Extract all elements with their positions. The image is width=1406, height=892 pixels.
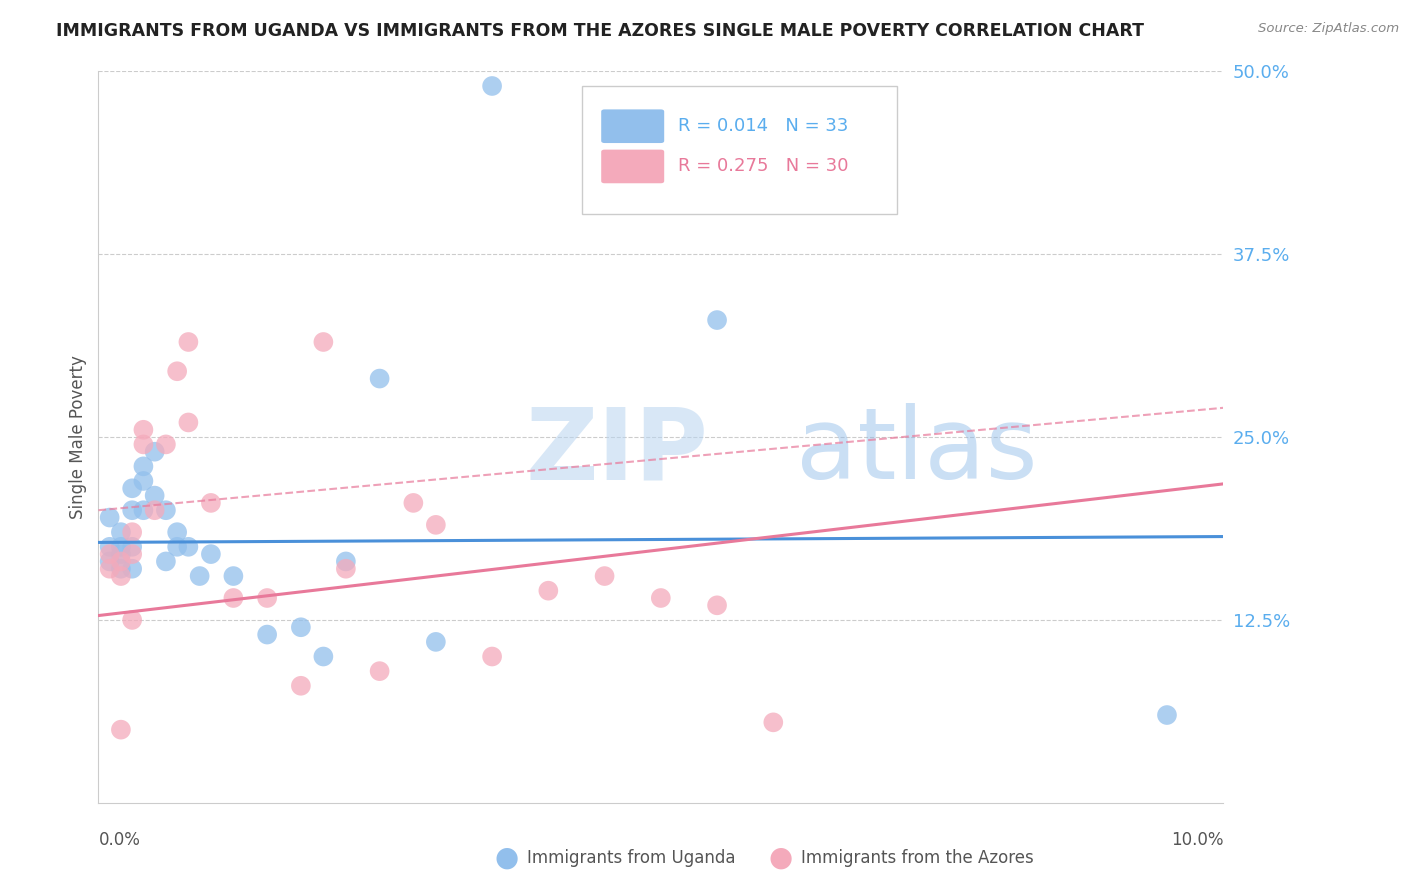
Text: ●: ● [768, 844, 793, 872]
Point [335, 562, 357, 576]
Point [481, 649, 503, 664]
Point [166, 540, 188, 554]
Text: 10.0%: 10.0% [1171, 830, 1223, 848]
Point [110, 562, 132, 576]
Point [98, 540, 121, 554]
FancyBboxPatch shape [582, 86, 897, 214]
Point [155, 554, 177, 568]
Point [121, 481, 143, 495]
Text: R = 0.014   N = 33: R = 0.014 N = 33 [678, 117, 848, 136]
Point [537, 583, 560, 598]
Point [98, 562, 121, 576]
Point [121, 613, 143, 627]
Text: Immigrants from the Azores: Immigrants from the Azores [801, 849, 1035, 867]
Text: 0.0%: 0.0% [98, 830, 141, 848]
Point [155, 503, 177, 517]
Point [110, 723, 132, 737]
Point [110, 525, 132, 540]
Point [368, 371, 391, 385]
Point [222, 591, 245, 605]
Point [177, 334, 200, 349]
Text: R = 0.275   N = 30: R = 0.275 N = 30 [678, 158, 848, 176]
Point [121, 540, 143, 554]
Point [335, 554, 357, 568]
Point [368, 664, 391, 678]
Point [166, 364, 188, 378]
Point [132, 437, 155, 451]
Point [132, 503, 155, 517]
Point [110, 554, 132, 568]
Point [290, 679, 312, 693]
Text: IMMIGRANTS FROM UGANDA VS IMMIGRANTS FROM THE AZORES SINGLE MALE POVERTY CORRELA: IMMIGRANTS FROM UGANDA VS IMMIGRANTS FRO… [56, 22, 1144, 40]
Text: Immigrants from Uganda: Immigrants from Uganda [527, 849, 735, 867]
Point [593, 569, 616, 583]
Text: ZIP: ZIP [526, 403, 709, 500]
Point [132, 459, 155, 474]
Point [143, 444, 166, 458]
Point [706, 599, 728, 613]
Point [425, 517, 447, 532]
Point [98, 547, 121, 561]
Point [762, 715, 785, 730]
Point [222, 569, 245, 583]
Point [166, 525, 188, 540]
Text: atlas: atlas [796, 403, 1038, 500]
Point [200, 496, 222, 510]
Point [110, 569, 132, 583]
Y-axis label: Single Male Poverty: Single Male Poverty [69, 355, 87, 519]
Point [132, 423, 155, 437]
Point [1156, 708, 1178, 723]
Point [290, 620, 312, 634]
Point [481, 78, 503, 93]
Point [256, 627, 278, 641]
Point [98, 554, 121, 568]
Point [121, 547, 143, 561]
Point [402, 496, 425, 510]
Point [177, 540, 200, 554]
FancyBboxPatch shape [602, 150, 664, 183]
Point [155, 437, 177, 451]
Point [121, 562, 143, 576]
FancyBboxPatch shape [602, 110, 664, 143]
Text: Source: ZipAtlas.com: Source: ZipAtlas.com [1258, 22, 1399, 36]
Point [256, 591, 278, 605]
Point [121, 525, 143, 540]
Point [425, 635, 447, 649]
Point [706, 313, 728, 327]
Text: ●: ● [494, 844, 519, 872]
Point [200, 547, 222, 561]
Point [188, 569, 211, 583]
Point [98, 510, 121, 524]
Point [143, 489, 166, 503]
Point [110, 547, 132, 561]
Point [132, 474, 155, 488]
Point [110, 540, 132, 554]
Point [650, 591, 672, 605]
Point [177, 416, 200, 430]
Point [312, 334, 335, 349]
Point [121, 503, 143, 517]
Point [143, 503, 166, 517]
Point [312, 649, 335, 664]
